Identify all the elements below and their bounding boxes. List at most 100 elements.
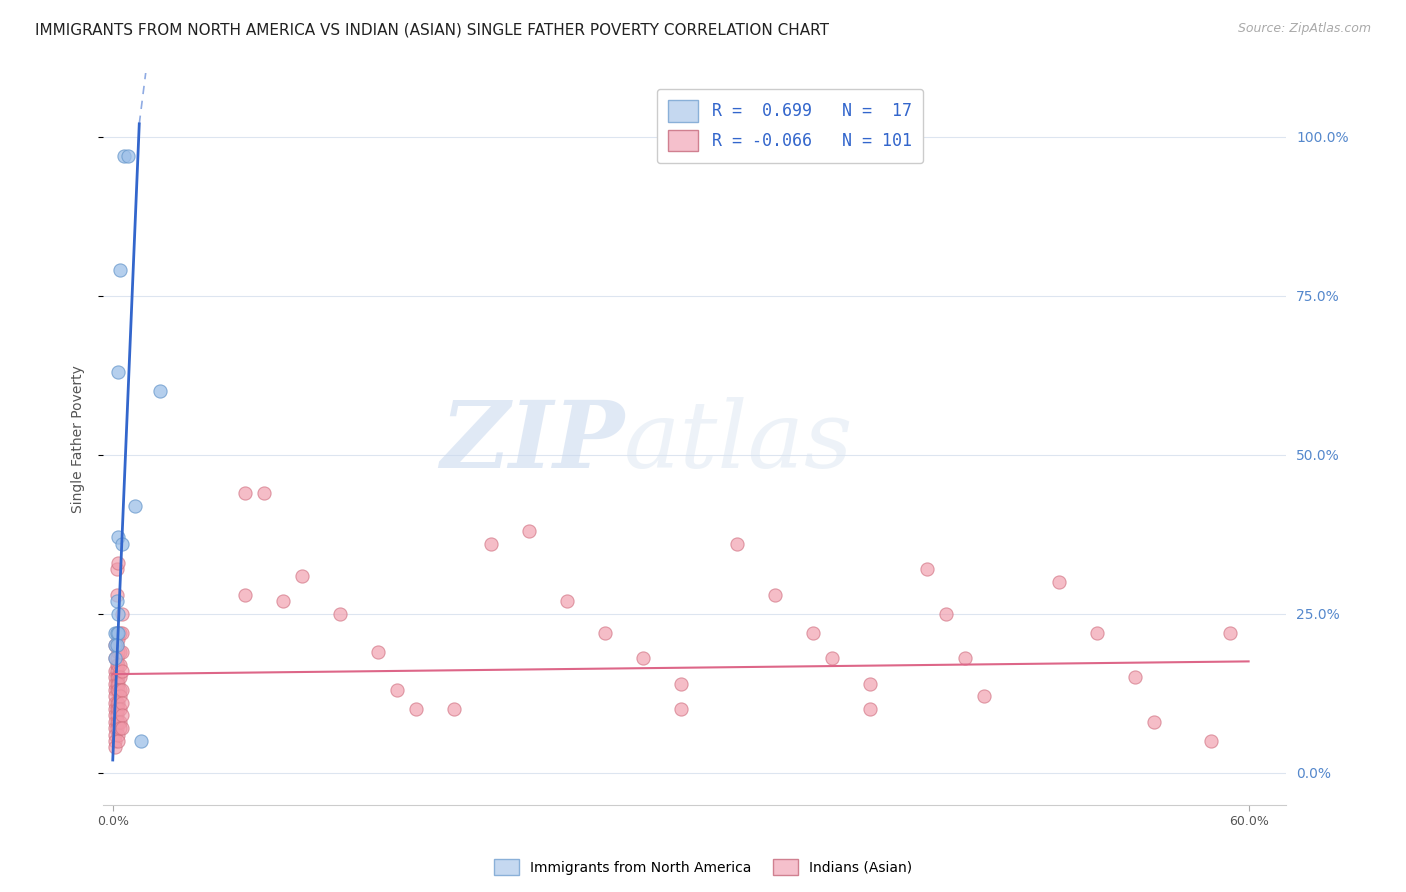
Point xyxy=(104,702,127,716)
Point xyxy=(107,676,129,690)
Point xyxy=(107,632,129,647)
Text: atlas: atlas xyxy=(624,398,853,487)
Point xyxy=(105,714,128,729)
Point xyxy=(105,562,128,576)
Point xyxy=(1199,734,1222,748)
Point xyxy=(124,499,146,513)
Point xyxy=(104,690,127,704)
Point xyxy=(110,645,132,659)
Point xyxy=(631,651,654,665)
Point xyxy=(104,664,127,678)
Point xyxy=(104,651,127,665)
Point xyxy=(107,727,129,741)
Point xyxy=(104,670,127,684)
Point xyxy=(1143,714,1166,729)
Point xyxy=(104,651,127,665)
Point xyxy=(915,562,938,576)
Point xyxy=(859,676,882,690)
Point xyxy=(105,721,128,735)
Point xyxy=(111,721,134,735)
Point xyxy=(105,594,128,608)
Point xyxy=(953,651,976,665)
Point xyxy=(104,721,127,735)
Point xyxy=(111,708,134,723)
Point xyxy=(104,639,127,653)
Point xyxy=(110,657,132,672)
Point xyxy=(107,556,129,570)
Point xyxy=(763,588,786,602)
Point xyxy=(1123,670,1146,684)
Point xyxy=(111,696,134,710)
Point xyxy=(105,670,128,684)
Point xyxy=(104,696,127,710)
Point xyxy=(107,702,129,716)
Point xyxy=(110,721,132,735)
Legend: R =  0.699   N =  17, R = -0.066   N = 101: R = 0.699 N = 17, R = -0.066 N = 101 xyxy=(657,88,924,163)
Point xyxy=(555,594,578,608)
Point xyxy=(107,734,129,748)
Point xyxy=(110,263,132,277)
Point xyxy=(112,149,135,163)
Point xyxy=(385,683,408,698)
Point xyxy=(593,625,616,640)
Point xyxy=(105,639,128,653)
Point xyxy=(105,696,128,710)
Point xyxy=(329,607,352,621)
Point xyxy=(110,690,132,704)
Point xyxy=(1047,574,1070,589)
Point xyxy=(104,708,127,723)
Point xyxy=(935,607,957,621)
Point xyxy=(669,702,692,716)
Point xyxy=(105,708,128,723)
Point xyxy=(517,524,540,538)
Point xyxy=(104,676,127,690)
Point xyxy=(111,625,134,640)
Point xyxy=(104,683,127,698)
Point xyxy=(105,639,128,653)
Point xyxy=(443,702,465,716)
Point xyxy=(104,714,127,729)
Point xyxy=(107,683,129,698)
Point xyxy=(149,384,172,398)
Point xyxy=(104,734,127,748)
Point xyxy=(271,594,294,608)
Point xyxy=(479,537,502,551)
Point xyxy=(107,365,129,379)
Point xyxy=(973,690,995,704)
Point xyxy=(110,683,132,698)
Text: Source: ZipAtlas.com: Source: ZipAtlas.com xyxy=(1237,22,1371,36)
Point xyxy=(821,651,844,665)
Point xyxy=(111,607,134,621)
Point xyxy=(233,588,256,602)
Point xyxy=(117,149,139,163)
Point xyxy=(367,645,389,659)
Text: ZIP: ZIP xyxy=(440,398,624,487)
Point xyxy=(107,530,129,544)
Point xyxy=(110,625,132,640)
Point xyxy=(107,645,129,659)
Y-axis label: Single Father Poverty: Single Father Poverty xyxy=(72,365,86,513)
Point xyxy=(111,537,134,551)
Point xyxy=(104,625,127,640)
Point xyxy=(105,625,128,640)
Point xyxy=(105,664,128,678)
Point xyxy=(105,625,128,640)
Point xyxy=(801,625,824,640)
Point xyxy=(110,702,132,716)
Point xyxy=(129,734,152,748)
Point xyxy=(107,607,129,621)
Point xyxy=(105,702,128,716)
Point xyxy=(104,639,127,653)
Point xyxy=(105,588,128,602)
Point xyxy=(105,651,128,665)
Point xyxy=(110,714,132,729)
Point xyxy=(104,727,127,741)
Point xyxy=(107,625,129,640)
Point xyxy=(107,657,129,672)
Point xyxy=(105,657,128,672)
Point xyxy=(233,485,256,500)
Point xyxy=(105,676,128,690)
Point xyxy=(104,740,127,755)
Point xyxy=(405,702,427,716)
Point xyxy=(107,696,129,710)
